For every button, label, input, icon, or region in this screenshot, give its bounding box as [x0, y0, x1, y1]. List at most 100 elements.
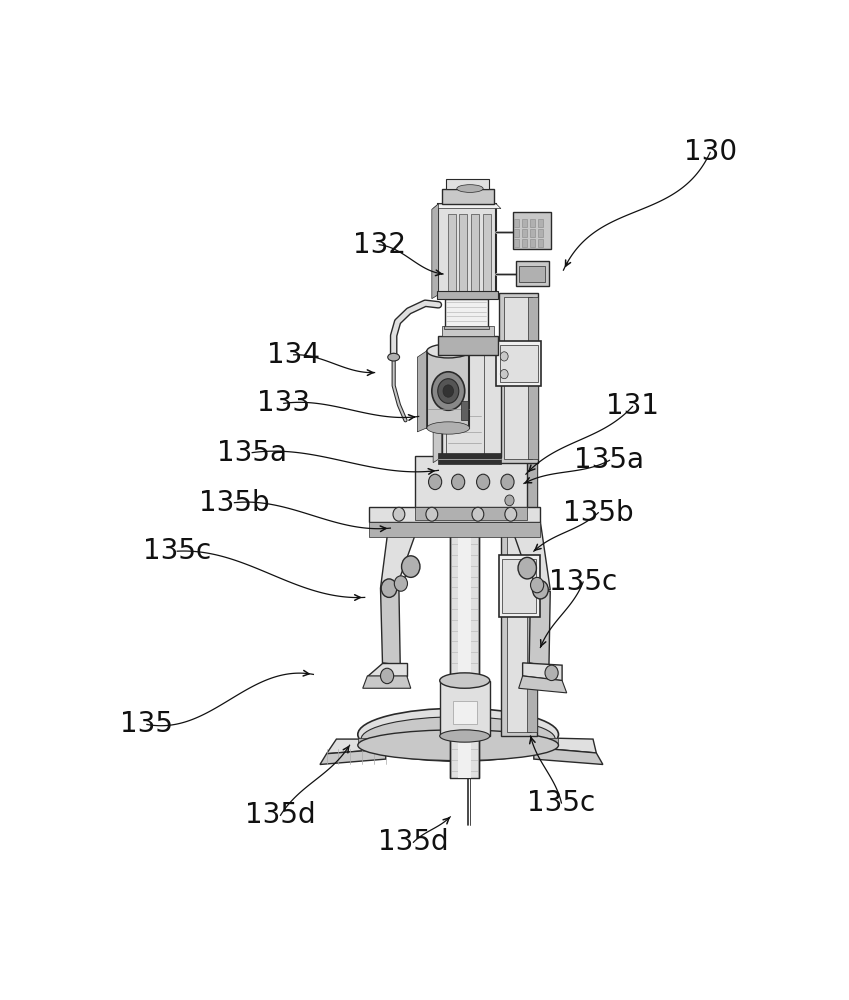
Bar [530, 219, 535, 227]
Bar [508, 451, 531, 732]
Text: 131: 131 [606, 392, 659, 420]
Bar [471, 214, 479, 291]
Bar [522, 229, 527, 237]
Ellipse shape [440, 673, 490, 688]
Text: 135a: 135a [575, 446, 644, 474]
Circle shape [443, 385, 453, 397]
Bar [503, 559, 537, 613]
Bar [441, 189, 494, 204]
Bar [426, 351, 469, 428]
Ellipse shape [361, 717, 555, 761]
Bar [530, 239, 535, 247]
Bar [445, 299, 487, 328]
Bar [459, 214, 467, 291]
Bar [514, 229, 520, 237]
Circle shape [393, 507, 405, 521]
Circle shape [472, 507, 484, 521]
Bar [441, 326, 494, 336]
Circle shape [500, 369, 509, 379]
Bar [522, 219, 527, 227]
Circle shape [438, 379, 458, 403]
Circle shape [432, 372, 464, 410]
Bar [537, 229, 543, 237]
Bar [483, 214, 491, 291]
Polygon shape [320, 749, 385, 764]
Bar [438, 204, 497, 295]
Bar [499, 293, 538, 463]
Circle shape [394, 576, 408, 591]
Polygon shape [534, 748, 603, 764]
Text: 135c: 135c [549, 568, 617, 596]
Bar [499, 345, 537, 382]
Circle shape [426, 507, 438, 521]
Polygon shape [369, 522, 540, 537]
Ellipse shape [357, 708, 559, 761]
Text: 135a: 135a [217, 439, 287, 467]
Bar [438, 336, 498, 355]
Bar [537, 239, 543, 247]
Ellipse shape [457, 185, 483, 192]
Circle shape [402, 556, 420, 577]
Polygon shape [432, 204, 438, 299]
Circle shape [381, 579, 397, 597]
Bar [519, 266, 545, 282]
Polygon shape [358, 738, 558, 745]
Circle shape [476, 474, 490, 490]
Polygon shape [504, 507, 550, 591]
Bar [530, 229, 535, 237]
Bar [448, 214, 456, 291]
Polygon shape [327, 739, 399, 754]
Circle shape [380, 668, 394, 684]
Bar [528, 297, 538, 459]
Bar [522, 239, 527, 247]
Ellipse shape [427, 422, 469, 434]
Bar [504, 297, 531, 459]
Bar [497, 341, 541, 386]
Polygon shape [529, 738, 596, 753]
Circle shape [452, 474, 464, 490]
Polygon shape [519, 676, 567, 693]
Circle shape [505, 507, 517, 521]
Text: 133: 133 [257, 389, 311, 417]
Polygon shape [433, 204, 501, 209]
Bar [447, 326, 485, 457]
Bar [453, 701, 476, 724]
Polygon shape [380, 507, 425, 590]
Bar [444, 326, 489, 329]
Bar [440, 681, 490, 736]
Text: 135c: 135c [143, 537, 211, 565]
Bar [537, 219, 543, 227]
Text: 135c: 135c [527, 789, 595, 817]
Bar [450, 520, 479, 778]
Circle shape [501, 474, 514, 490]
Polygon shape [523, 663, 562, 681]
Polygon shape [380, 588, 400, 665]
Text: 135b: 135b [563, 499, 633, 527]
Circle shape [518, 557, 537, 579]
Bar [501, 447, 537, 736]
Text: 134: 134 [267, 341, 320, 369]
Text: 132: 132 [352, 231, 406, 259]
Polygon shape [363, 676, 411, 688]
Circle shape [500, 352, 509, 361]
Text: 130: 130 [683, 138, 737, 166]
Bar [415, 456, 527, 507]
Bar [447, 179, 489, 189]
Bar [437, 291, 498, 299]
Bar [527, 451, 537, 732]
Polygon shape [433, 346, 441, 463]
Bar [516, 261, 549, 286]
Polygon shape [415, 507, 527, 520]
Text: 135d: 135d [245, 801, 316, 829]
Circle shape [545, 665, 558, 681]
Bar [458, 520, 471, 778]
Polygon shape [529, 591, 550, 667]
Polygon shape [418, 351, 426, 432]
Ellipse shape [357, 730, 559, 761]
Text: 135d: 135d [378, 828, 449, 856]
Bar [513, 212, 551, 249]
Polygon shape [369, 507, 540, 522]
Bar [444, 295, 489, 299]
Bar [462, 401, 468, 420]
Bar [514, 239, 520, 247]
